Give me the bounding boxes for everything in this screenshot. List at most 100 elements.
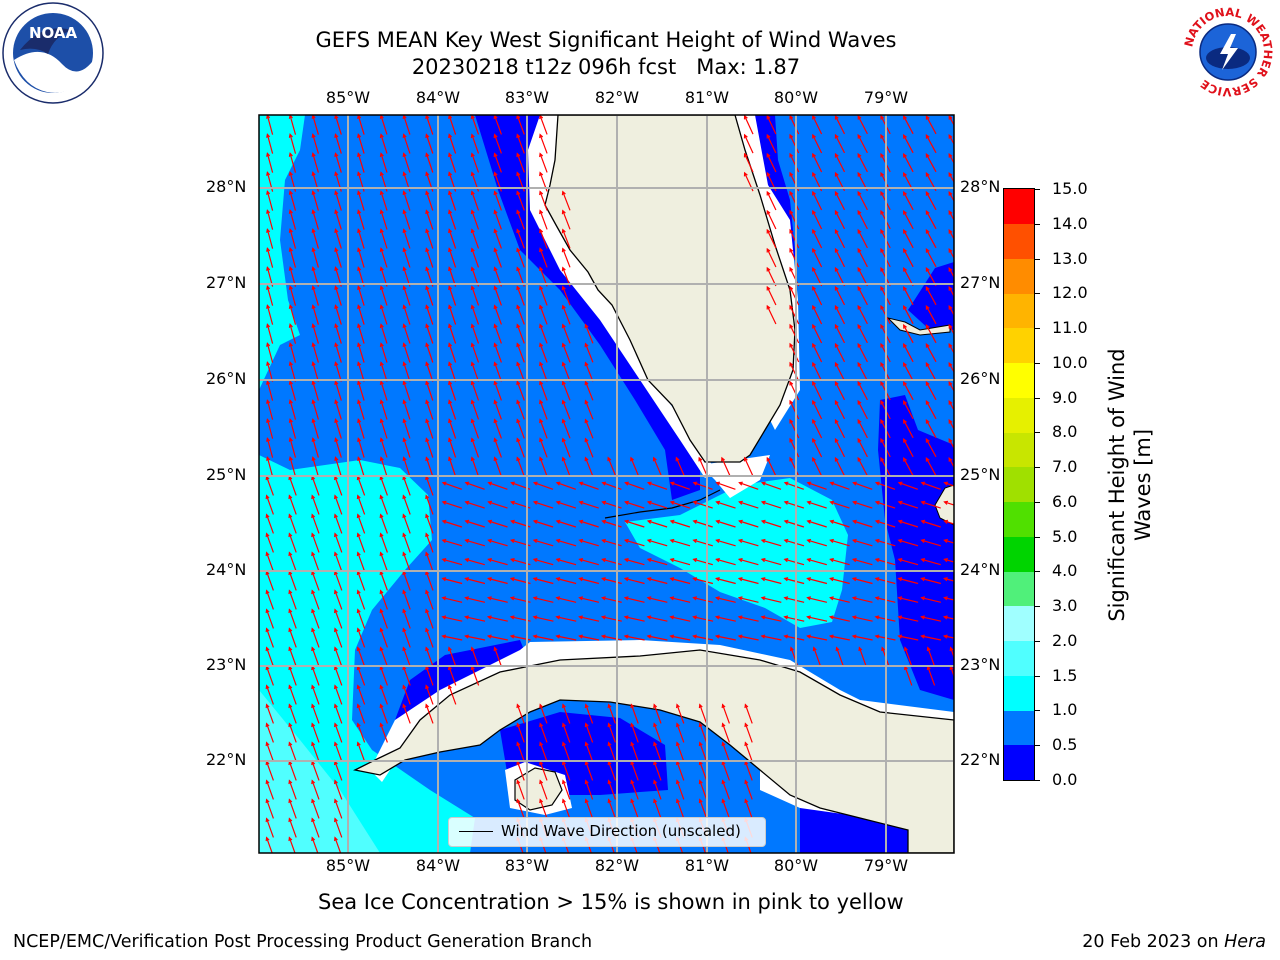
wave-arrowhead	[379, 399, 384, 405]
wave-arrow	[722, 742, 730, 762]
wave-arrow	[948, 305, 954, 317]
wave-arrow	[402, 571, 411, 591]
wave-arrowhead	[857, 323, 862, 329]
wave-arrowhead	[441, 596, 447, 601]
wave-arrowhead	[812, 209, 816, 215]
wave-arrowhead	[357, 399, 362, 405]
wave-arrowhead	[881, 646, 886, 652]
wave-arrowhead	[266, 342, 271, 347]
wave-arrowhead	[266, 418, 271, 423]
wave-arrow	[288, 666, 297, 686]
wave-arrow	[789, 229, 800, 249]
wave-arrowhead	[266, 152, 271, 157]
wave-arrowhead	[874, 577, 880, 582]
wave-arrowhead	[834, 418, 839, 424]
lat-label: 23°N	[206, 655, 247, 674]
wave-arrow	[357, 685, 366, 705]
wave-arrow	[904, 647, 913, 667]
wave-arrow	[465, 520, 485, 528]
wave-arrow	[266, 134, 274, 154]
lon-label: 81°W	[684, 856, 730, 875]
wave-arrowhead	[766, 266, 771, 272]
wave-arrowhead	[743, 115, 748, 120]
wave-arrow	[539, 324, 548, 344]
wave-arrowhead	[920, 500, 926, 505]
wave-arrow	[289, 343, 297, 363]
wave-arrowhead	[692, 519, 698, 524]
wave-arrow	[834, 191, 846, 211]
wave-arrowhead	[578, 596, 584, 601]
wave-arrowhead	[880, 380, 885, 386]
wave-arrowhead	[857, 247, 862, 253]
wave-arrowhead	[357, 380, 362, 386]
wave-arrow	[812, 457, 823, 477]
wave-arrowhead	[806, 500, 812, 505]
wave-arrowhead	[266, 190, 271, 195]
wave-arrowhead	[311, 304, 316, 309]
wave-arrow	[380, 533, 388, 553]
wave-arrowhead	[857, 266, 862, 272]
wave-arrowhead	[790, 646, 794, 652]
wave-arrowhead	[834, 171, 839, 177]
wave-arrow	[853, 539, 873, 547]
colorbar-tick-mark	[1034, 606, 1040, 608]
wave-arrow	[761, 520, 782, 528]
wave-arrowhead	[925, 324, 930, 329]
colorbar-tick-mark	[1034, 432, 1040, 434]
wave-arrowhead	[948, 343, 953, 348]
wave-arrow	[533, 539, 554, 547]
wave-arrow	[311, 552, 320, 572]
wave-arrow	[539, 134, 548, 154]
wave-arrow	[950, 666, 954, 678]
wave-arrowhead	[601, 577, 606, 582]
wave-arrowhead	[925, 134, 930, 139]
wave-arrow	[761, 597, 782, 603]
wave-arrow	[425, 362, 434, 382]
wave-arrowhead	[448, 190, 453, 196]
wave-arrow	[539, 438, 548, 458]
wave-arrowhead	[425, 209, 430, 215]
wave-arrowhead	[448, 437, 453, 443]
wave-arrowhead	[402, 380, 407, 385]
wave-arrow	[516, 381, 525, 401]
colorbar-tick-mark	[1034, 189, 1040, 190]
wave-arrowhead	[441, 538, 447, 544]
wave-arrowhead	[356, 722, 361, 728]
wave-arrow	[647, 539, 668, 547]
wave-arrow	[516, 438, 525, 458]
wave-arrowhead	[532, 577, 538, 582]
colorbar-tick-label: 1.5	[1052, 665, 1078, 685]
wave-arrow	[857, 248, 868, 268]
wave-arrowhead	[766, 152, 771, 158]
wave-arrow	[630, 761, 639, 781]
wave-arrowhead	[607, 703, 612, 709]
wave-arrow	[334, 457, 342, 477]
wave-arrowhead	[721, 703, 726, 709]
wave-arrowhead	[743, 133, 748, 139]
wave-arrow	[334, 742, 343, 762]
wave-arrowhead	[539, 779, 544, 785]
colorbar-segment	[1004, 745, 1034, 781]
wave-arrow	[830, 520, 850, 528]
colorbar-segment	[1004, 223, 1034, 259]
wave-arrowhead	[510, 481, 515, 486]
wave-arrowhead	[721, 722, 726, 728]
wave-arrowhead	[646, 596, 652, 601]
wave-arrowhead	[441, 558, 447, 563]
wave-arrow	[471, 134, 480, 154]
wave-arrowhead	[487, 519, 493, 524]
wave-arrowhead	[334, 817, 338, 823]
wave-arrow	[921, 501, 941, 509]
wave-arrow	[425, 571, 434, 591]
wave-arrowhead	[532, 500, 538, 505]
wave-arrow	[312, 438, 319, 458]
wave-arrowhead	[743, 456, 748, 462]
wave-arrowhead	[334, 190, 339, 196]
wave-arrowhead	[487, 481, 493, 486]
wave-arrowhead	[561, 437, 566, 443]
wave-arrow	[539, 742, 548, 762]
wave-arrow	[948, 343, 954, 355]
wave-arrowhead	[487, 596, 492, 601]
colorbar-tick-mark	[1034, 223, 1040, 225]
wave-arrow	[402, 609, 411, 629]
